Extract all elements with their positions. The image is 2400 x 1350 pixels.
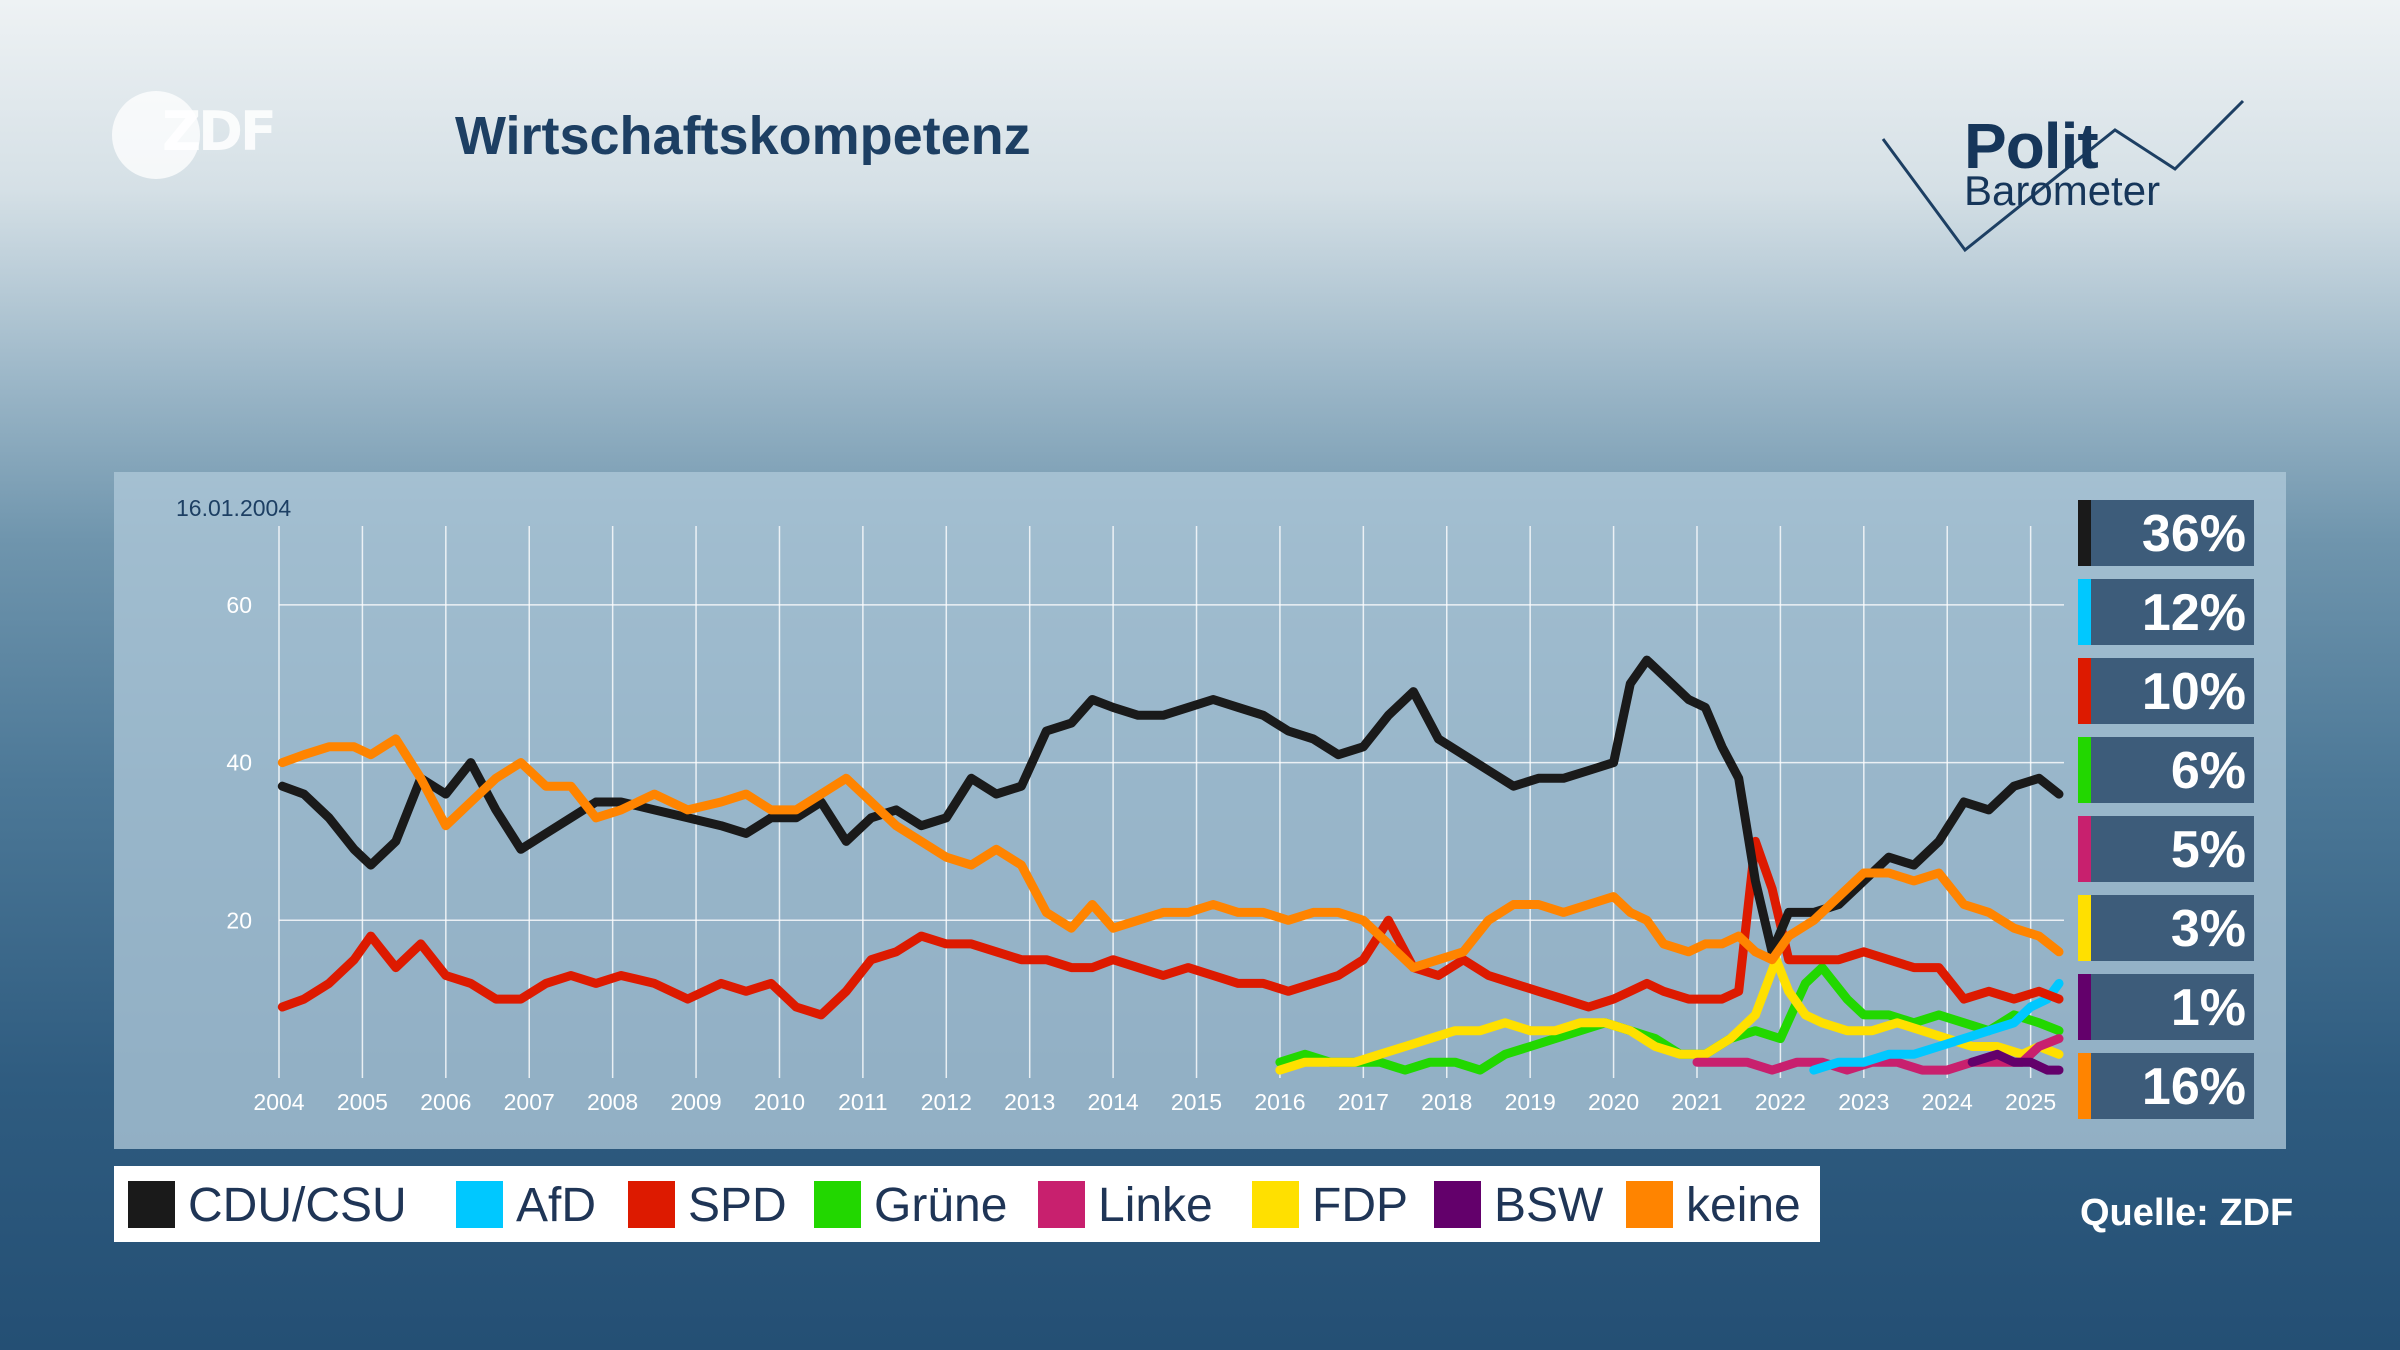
x-tick-label: 2014 <box>1088 1089 1139 1115</box>
x-tick-label: 2019 <box>1505 1089 1556 1115</box>
legend-swatch <box>1434 1181 1481 1228</box>
end-label-color-bar <box>2078 500 2091 566</box>
x-tick-label: 2025 <box>2005 1089 2056 1115</box>
series-line-spd <box>277 836 2064 1020</box>
legend-swatch <box>628 1181 675 1228</box>
legend-label: Linke <box>1098 1179 1213 1232</box>
x-tick-label: 2018 <box>1421 1089 1472 1115</box>
start-date-label: 16.01.2004 <box>176 495 291 521</box>
end-label-gr-ne: 6% <box>2078 737 2254 803</box>
end-label-value: 6% <box>2170 742 2246 800</box>
series-line-afd <box>1809 978 2064 1075</box>
end-label-color-bar <box>2078 1053 2091 1119</box>
end-label-cdu-csu: 36% <box>2078 500 2254 566</box>
legend-label: SPD <box>688 1179 787 1232</box>
x-tick-label: 2006 <box>420 1089 471 1115</box>
x-tick-label: 2015 <box>1171 1089 1222 1115</box>
end-label-afd: 12% <box>2078 579 2254 645</box>
legend-swatch <box>456 1181 503 1228</box>
end-label-value: 36% <box>2141 505 2246 563</box>
x-tick-label: 2004 <box>253 1089 304 1115</box>
end-label-value: 3% <box>2170 900 2246 958</box>
end-label-color-bar <box>2078 974 2091 1040</box>
end-label-bsw: 1% <box>2078 974 2254 1040</box>
end-label-color-bar <box>2078 579 2091 645</box>
x-tick-label: 2016 <box>1254 1089 1305 1115</box>
legend: CDU/CSU AfD SPD Grüne Linke FDP BSW keine <box>114 1166 1820 1242</box>
legend-swatch <box>1252 1181 1299 1228</box>
legend-label: FDP <box>1312 1179 1408 1232</box>
x-tick-label: 2022 <box>1755 1089 1806 1115</box>
series-line-bsw <box>1967 1049 2064 1075</box>
end-label-color-bar <box>2078 658 2091 724</box>
end-label-color-bar <box>2078 816 2091 882</box>
end-label-color-bar <box>2078 737 2091 803</box>
end-label-spd: 10% <box>2078 658 2254 724</box>
x-tick-label: 2009 <box>670 1089 721 1115</box>
x-tick-label: 2021 <box>1671 1089 1722 1115</box>
politbarometer-logo: Polit Barometer <box>1875 95 2255 265</box>
x-tick-label: 2017 <box>1338 1089 1389 1115</box>
y-tick-label: 20 <box>226 907 252 933</box>
legend-label: CDU/CSU <box>188 1179 407 1232</box>
series-line-fdp <box>1275 955 2064 1075</box>
x-tick-label: 2005 <box>337 1089 388 1115</box>
legend-label: Grüne <box>874 1179 1008 1232</box>
end-label-color-bar <box>2078 895 2091 961</box>
source-note: Quelle: ZDF <box>2080 1192 2294 1234</box>
legend-swatch <box>1626 1181 1673 1228</box>
end-label-keine: 16% <box>2078 1053 2254 1119</box>
y-tick-label: 60 <box>226 592 252 618</box>
legend-label: keine <box>1686 1179 1801 1232</box>
end-label-value: 16% <box>2141 1058 2246 1116</box>
x-tick-label: 2023 <box>1838 1089 1889 1115</box>
zdf-logo-text: ZDF <box>162 100 277 163</box>
legend-label: BSW <box>1494 1179 1604 1232</box>
zdf-logo-circle <box>112 91 200 179</box>
x-tick-label: 2024 <box>1922 1089 1973 1115</box>
politbarometer-line2: Barometer <box>1964 167 2161 214</box>
end-label-value: 12% <box>2141 584 2246 642</box>
y-tick-label: 40 <box>226 750 252 776</box>
zigzag-icon <box>1881 99 2245 253</box>
page-title: Wirtschaftskompetenz <box>455 106 1031 166</box>
legend-swatch <box>814 1181 861 1228</box>
x-tick-label: 2007 <box>504 1089 555 1115</box>
zdf-logo: ZDF <box>112 88 282 183</box>
end-label-value: 1% <box>2170 979 2246 1037</box>
series-line-cdu-csu <box>277 655 2064 957</box>
politbarometer-line1: Polit <box>1964 110 2099 182</box>
end-label-value: 10% <box>2141 663 2246 721</box>
x-tick-label: 2010 <box>754 1089 805 1115</box>
legend-label: AfD <box>516 1179 597 1232</box>
legend-swatch <box>1038 1181 1085 1228</box>
x-tick-label: 2013 <box>1004 1089 1055 1115</box>
end-label-linke: 5% <box>2078 816 2254 882</box>
end-label-fdp: 3% <box>2078 895 2254 961</box>
line-chart: 2004 2005 2006 2007 2008 2009 2010 2011 2012 2013… <box>176 495 2204 1115</box>
x-tick-label: 2011 <box>838 1089 887 1115</box>
end-label-value: 5% <box>2170 821 2246 879</box>
x-tick-label: 2008 <box>587 1089 638 1115</box>
legend-swatch <box>128 1181 175 1228</box>
series-line-keine <box>277 734 2064 973</box>
x-tick-label: 2020 <box>1588 1089 1639 1115</box>
x-tick-label: 2012 <box>921 1089 972 1115</box>
chart-panel <box>114 472 2286 1149</box>
